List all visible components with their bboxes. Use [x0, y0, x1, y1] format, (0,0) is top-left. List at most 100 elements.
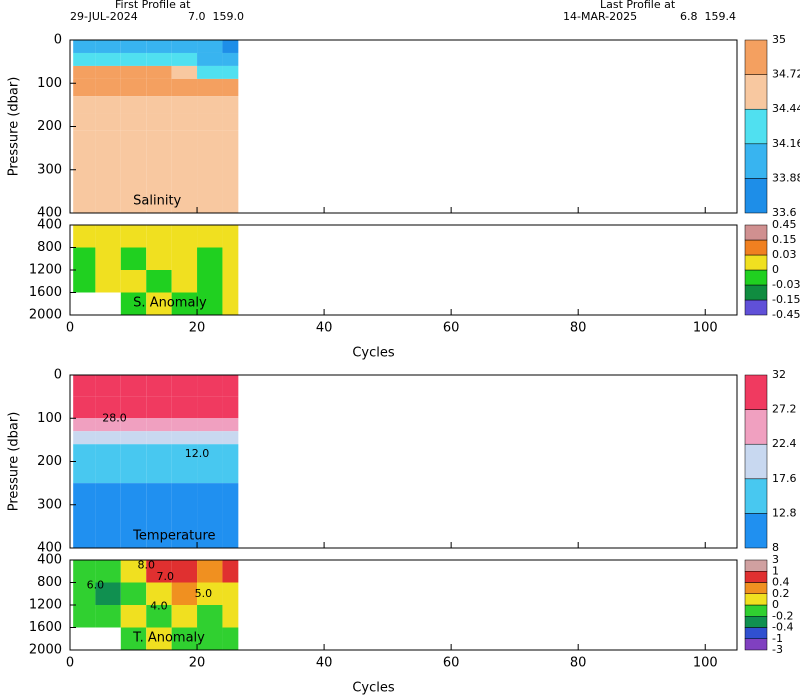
- colorbar-band: [744, 178, 768, 214]
- x-tick-label: 80: [570, 656, 587, 671]
- colorbar-label: 1: [772, 564, 779, 577]
- colorbar-label: -3: [772, 643, 783, 656]
- field-cell: [120, 78, 147, 97]
- first-title: First Profile at: [115, 0, 191, 11]
- x-tick-label: 40: [316, 321, 333, 336]
- colorbar-label: 3: [772, 553, 779, 566]
- x-tick-label: 80: [570, 321, 587, 336]
- colorbar-label: 0: [772, 598, 779, 611]
- field-cell: [73, 113, 96, 131]
- colorbar-band: [744, 39, 768, 75]
- colorbar-label: -0.15: [772, 293, 800, 306]
- field-cell: [120, 270, 147, 293]
- field-cell: [197, 130, 223, 213]
- field-cell: [146, 52, 172, 66]
- field-cell: [120, 40, 147, 53]
- y-tick-label: 800: [37, 240, 62, 255]
- field-cell: [171, 96, 198, 114]
- colorbar-label: -0.4: [772, 621, 793, 634]
- field-cell: [95, 396, 121, 419]
- field-cell: [95, 113, 121, 131]
- field-cell: [197, 78, 223, 97]
- field-cell: [146, 130, 172, 213]
- field-cell: [120, 396, 147, 419]
- field-cell: [73, 418, 96, 432]
- last-pos: 6.8 159.4: [680, 10, 736, 23]
- field-cell: [171, 52, 198, 66]
- field-cell: [73, 444, 96, 462]
- field-cell: [222, 431, 239, 445]
- x-tick-label: 20: [189, 656, 206, 671]
- field-cell: [95, 130, 121, 213]
- field-cell: [197, 605, 223, 628]
- field-cell: [95, 461, 121, 484]
- field-cell: [197, 418, 223, 432]
- colorbar-label: 17.6: [772, 472, 797, 485]
- colorbar-band: [744, 616, 768, 628]
- field-cell: [120, 627, 147, 650]
- field-cell: [95, 52, 121, 66]
- field-cell: [146, 270, 172, 293]
- field-cell: [120, 96, 147, 114]
- colorbar-label: 22.4: [772, 437, 797, 450]
- field-cell: [73, 431, 96, 445]
- field-cell: [197, 52, 223, 66]
- colorbar-band: [744, 638, 768, 651]
- field-cell: [222, 560, 239, 583]
- field-cell: [95, 225, 121, 248]
- y-tick-label: 800: [37, 575, 62, 590]
- field-cell: [171, 65, 198, 79]
- field-cell: [95, 560, 121, 583]
- field-cell: [171, 461, 198, 484]
- colorbar-label: 0.45: [772, 218, 797, 231]
- field-cell: [222, 96, 239, 114]
- x-tick-label: 100: [693, 656, 718, 671]
- field-cell: [146, 605, 172, 628]
- field-cell: [222, 418, 239, 432]
- colorbar-label: 12.8: [772, 506, 797, 519]
- field-cell: [95, 605, 121, 628]
- y-axis-label: Pressure (dbar): [7, 412, 22, 512]
- colorbar-label: -0.03: [772, 278, 800, 291]
- x-tick-label: 40: [316, 656, 333, 671]
- field-cell: [95, 375, 121, 397]
- field-cell: [171, 130, 198, 213]
- colorbar-label: 0.15: [772, 233, 797, 246]
- colorbar-band: [744, 409, 768, 445]
- colorbar-label: 0: [772, 263, 779, 276]
- field-cell: [197, 582, 223, 605]
- colorbar-band: [744, 593, 768, 606]
- field-cell: [73, 605, 96, 628]
- colorbar-band: [744, 284, 768, 301]
- field-cell: [146, 96, 172, 114]
- last-title: Last Profile at: [600, 0, 676, 11]
- colorbar-band: [744, 443, 768, 480]
- colorbar-label: 8: [772, 541, 779, 554]
- field-cell: [171, 560, 198, 583]
- y-tick-label: 1200: [29, 598, 62, 613]
- field-cell: [222, 52, 239, 66]
- contour-label: 7.0: [157, 570, 175, 583]
- y-axis-label: Pressure (dbar): [7, 77, 22, 177]
- field-cell: [146, 40, 172, 53]
- field-cell: [73, 247, 96, 270]
- colorbar-label: 34.72: [772, 68, 800, 81]
- field-cell: [222, 375, 239, 397]
- field-cell: [171, 270, 198, 293]
- field-cell: [120, 130, 147, 213]
- field-cell: [73, 52, 96, 66]
- field-cell: [222, 247, 239, 270]
- colorbar-band: [744, 513, 768, 549]
- colorbar-band: [744, 627, 768, 639]
- field-cell: [222, 40, 239, 53]
- x-axis-label: Cycles: [352, 681, 395, 696]
- field-cell: [171, 431, 198, 445]
- x-tick-label: 20: [189, 321, 206, 336]
- colorbar-band: [744, 254, 768, 271]
- field-cell: [95, 40, 121, 53]
- field-cell: [146, 225, 172, 248]
- x-tick-label: 0: [66, 321, 74, 336]
- y-tick-label: 400: [37, 541, 62, 556]
- field-cell: [95, 247, 121, 270]
- colorbar-band: [744, 604, 768, 617]
